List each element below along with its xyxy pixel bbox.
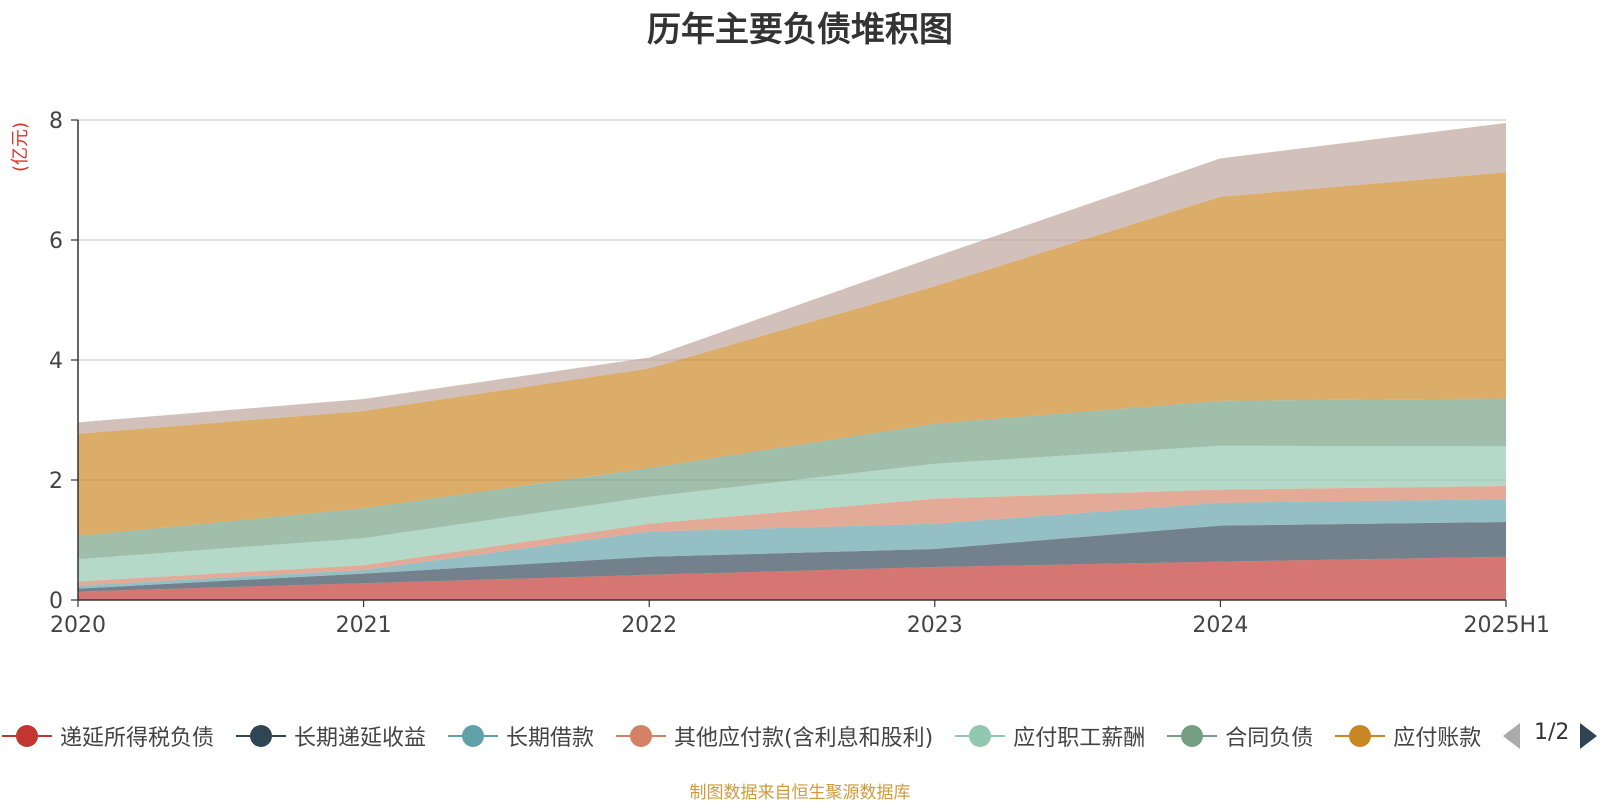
legend-page-indicator: 1/2 [1534,720,1570,745]
y-tick-label: 6 [49,229,63,254]
legend-label: 应付账款 [1393,726,1482,751]
y-tick-label: 0 [49,589,63,614]
legend-marker-icon [1335,725,1386,747]
legend-marker-icon [448,725,499,747]
x-tick-label: 2023 [907,613,963,638]
legend-marker-icon [2,725,52,747]
legend-next-page-icon[interactable] [1576,721,1600,751]
y-tick-label: 4 [49,349,63,374]
legend-label: 其他应付款(含利息和股利) [674,726,934,751]
legend-prev-page-icon[interactable] [1500,721,1524,751]
area-series-6 [78,172,1506,536]
x-tick-label: 2024 [1192,613,1248,638]
legend-label: 递延所得税负债 [60,726,215,751]
tick-labels: 0 2 4 6 8 2020 2021 2022 2023 2024 2025H1 [49,109,1550,638]
legend-label: 应付职工薪酬 [1013,726,1146,751]
legend-clip: 递延所得税负债 长期递延收益 长期借款 其他应付款(含利息和股利) 应付职工薪酬 合同负债… [0,718,1498,754]
stacked-area-chart: 0 2 4 6 8 2020 2021 2022 2023 2024 2025H1 [49,109,1550,638]
area-series-5 [78,398,1506,560]
legend-marker-icon [236,725,287,747]
chart-title: 历年主要负债堆积图 [647,10,953,50]
x-tick-label: 2021 [336,613,392,638]
legend-marker-icon [1167,725,1218,747]
x-tick-label: 2025H1 [1463,613,1550,638]
y-tick-label: 8 [49,109,63,134]
area-series-4 [78,445,1506,582]
legend-label: 长期借款 [506,726,595,751]
legend: 递延所得税负债 长期递延收益 长期借款 其他应付款(含利息和股利) 应付职工薪酬 合同负债… [0,718,1600,754]
area-series-2 [78,499,1506,589]
area-series-3 [78,486,1506,586]
x-tick-label: 2022 [621,613,677,638]
legend-marker-icon [955,725,1006,747]
legend-label: 合同负债 [1225,726,1314,751]
legend-pager: 1/2 [1500,718,1600,754]
axes [71,119,1507,607]
area-series-layer [78,123,1506,600]
legend-label: 长期递延收益 [294,726,427,751]
area-series-0 [78,556,1506,600]
area-series-7 [78,123,1506,434]
x-tick-label: 2020 [50,613,106,638]
legend-marker-icon [616,725,667,747]
y-tick-label: 2 [49,469,63,494]
area-series-1 [78,522,1506,592]
data-source-note: 制图数据来自恒生聚源数据库 [689,783,911,803]
